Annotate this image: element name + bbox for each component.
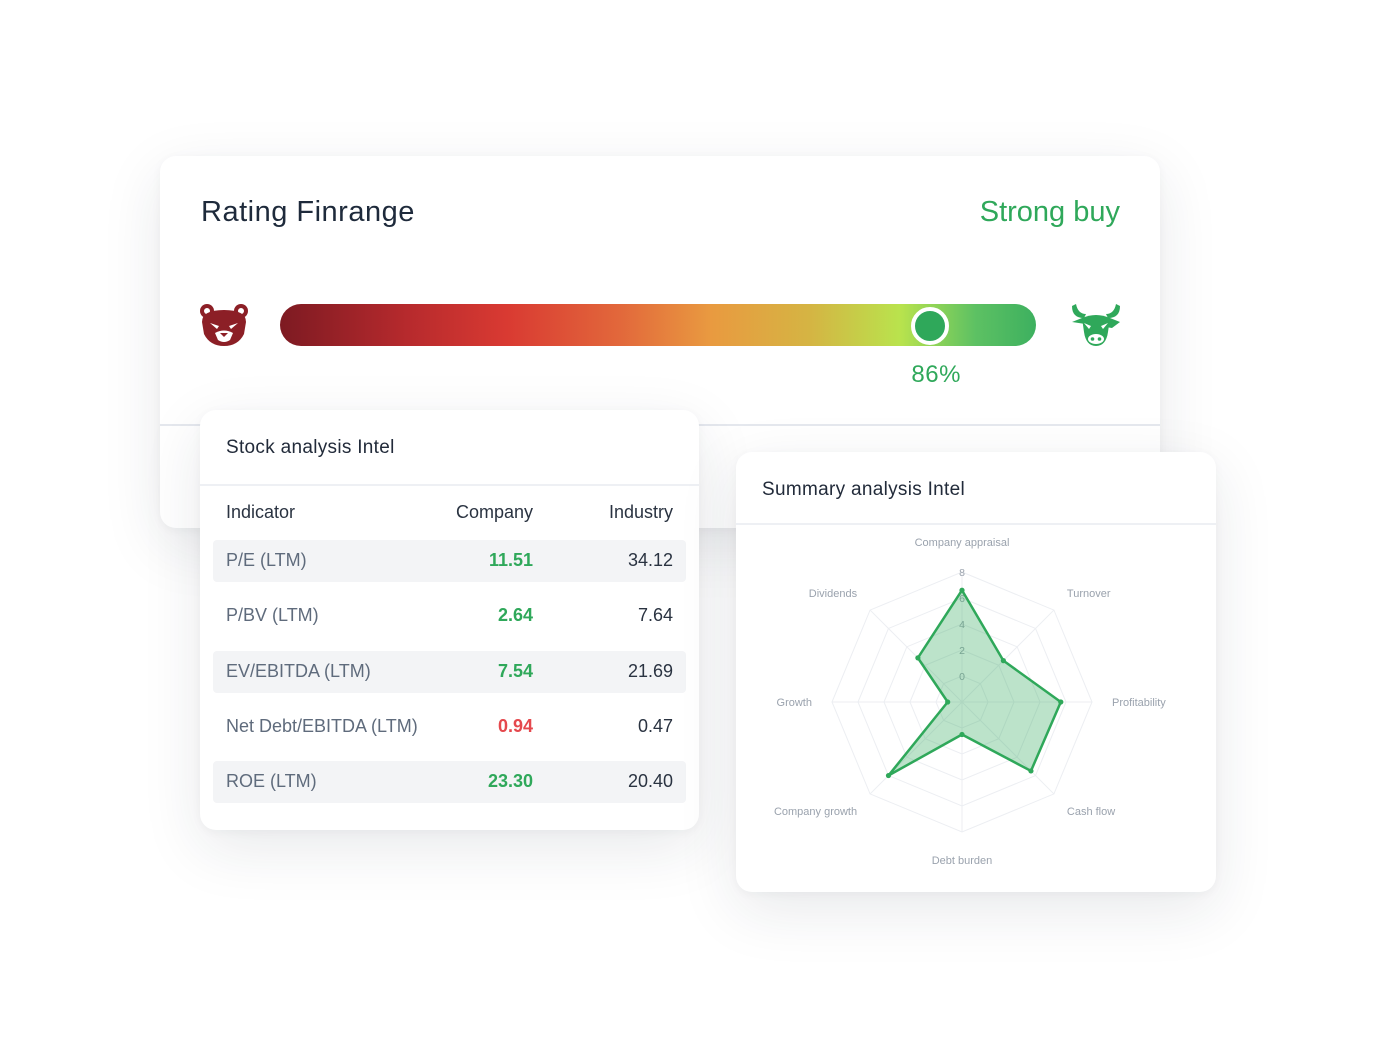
table-row: Net Debt/EBITDA (LTM) 0.94 0.47 [213, 706, 686, 748]
radar-chart: 0 2 4 6 8 Company appraisal Turnover Profitabil… [774, 537, 1166, 867]
radar-spoke [869, 701, 963, 795]
radar-data-point [959, 587, 965, 593]
radar-axis-label: Turnover [1067, 588, 1111, 600]
company-value: 11.51 [488, 550, 533, 570]
company-value: 2.64 [497, 605, 533, 626]
summary-analysis-card: Summary analysis Intel 0 2 4 6 8 Company appr… [736, 452, 1216, 892]
radar-axis-label: Growth [777, 697, 812, 709]
company-value: 7.54 [497, 660, 533, 681]
radar-tick-label: 0 [959, 671, 965, 683]
summary-analysis-title: Summary analysis Intel [762, 479, 966, 500]
rating-title: Rating Finrange [201, 196, 415, 228]
radar-axis-label: Debt burden [932, 855, 993, 867]
bull-icon [1072, 304, 1120, 346]
company-value: 23.30 [487, 771, 533, 791]
radar-spoke [961, 609, 1055, 703]
column-header-company: Company [455, 502, 533, 522]
radar-spoke [961, 701, 1055, 795]
radar-tick-label: 8 [959, 567, 965, 579]
radar-data-point [1028, 768, 1034, 774]
rating-verdict: Strong buy [979, 196, 1120, 228]
radar-data-point [945, 699, 951, 705]
indicator-name: EV/EBITDA (LTM) [226, 660, 371, 681]
indicator-name: P/BV (LTM) [226, 605, 319, 626]
radar-data-point [1000, 658, 1006, 664]
radar-data-point [885, 772, 892, 779]
stock-analysis-divider [200, 484, 699, 486]
radar-tick-label: 4 [959, 619, 965, 631]
industry-value: 0.47 [637, 715, 673, 736]
column-header-industry: Industry [608, 502, 673, 522]
table-row: EV/EBITDA (LTM) 7.54 21.69 [213, 650, 686, 693]
indicator-name: Net Debt/EBITDA (LTM) [226, 715, 418, 736]
radar-axis-label: Company growth [774, 806, 857, 818]
radar-axis-label: Cash flow [1067, 806, 1115, 818]
table-header: Indicator Company Industry [213, 498, 686, 528]
radar-tick-label: 6 [959, 593, 965, 605]
table-row: ROE (LTM) 23.30 20.40 [213, 761, 686, 803]
radar-axis-label: Profitability [1112, 697, 1166, 709]
radar-data-point [1058, 699, 1064, 705]
rating-indicator-knob [911, 307, 950, 345]
industry-value: 21.69 [627, 660, 673, 681]
industry-value: 34.12 [627, 550, 673, 570]
radar-data-point [959, 731, 965, 738]
stock-analysis-card: Stock analysis Intel Indicator Company I… [200, 410, 699, 830]
table-row: P/BV (LTM) 2.64 7.64 [213, 595, 686, 637]
radar-axis-label: Company appraisal [915, 537, 1010, 549]
radar-tick-label: 2 [959, 645, 965, 657]
bear-icon [200, 304, 248, 346]
rating-percent-label: 86% [911, 361, 961, 388]
industry-value: 7.64 [637, 605, 673, 626]
radar-axis-label: Dividends [809, 588, 858, 600]
indicator-name: ROE (LTM) [226, 771, 317, 791]
summary-analysis-divider [736, 523, 1216, 525]
stock-analysis-title: Stock analysis Intel [226, 437, 395, 458]
indicator-table-body: P/E (LTM) 11.51 34.12 P/BV (LTM) 2.64 7.… [213, 540, 686, 816]
table-row: P/E (LTM) 11.51 34.12 [213, 540, 686, 582]
column-header-indicator: Indicator [226, 502, 296, 522]
rating-gradient-bar [280, 304, 1036, 346]
indicator-name: P/E (LTM) [226, 550, 307, 570]
radar-data-point [915, 655, 921, 661]
industry-value: 20.40 [627, 771, 673, 791]
company-value: 0.94 [497, 715, 533, 736]
